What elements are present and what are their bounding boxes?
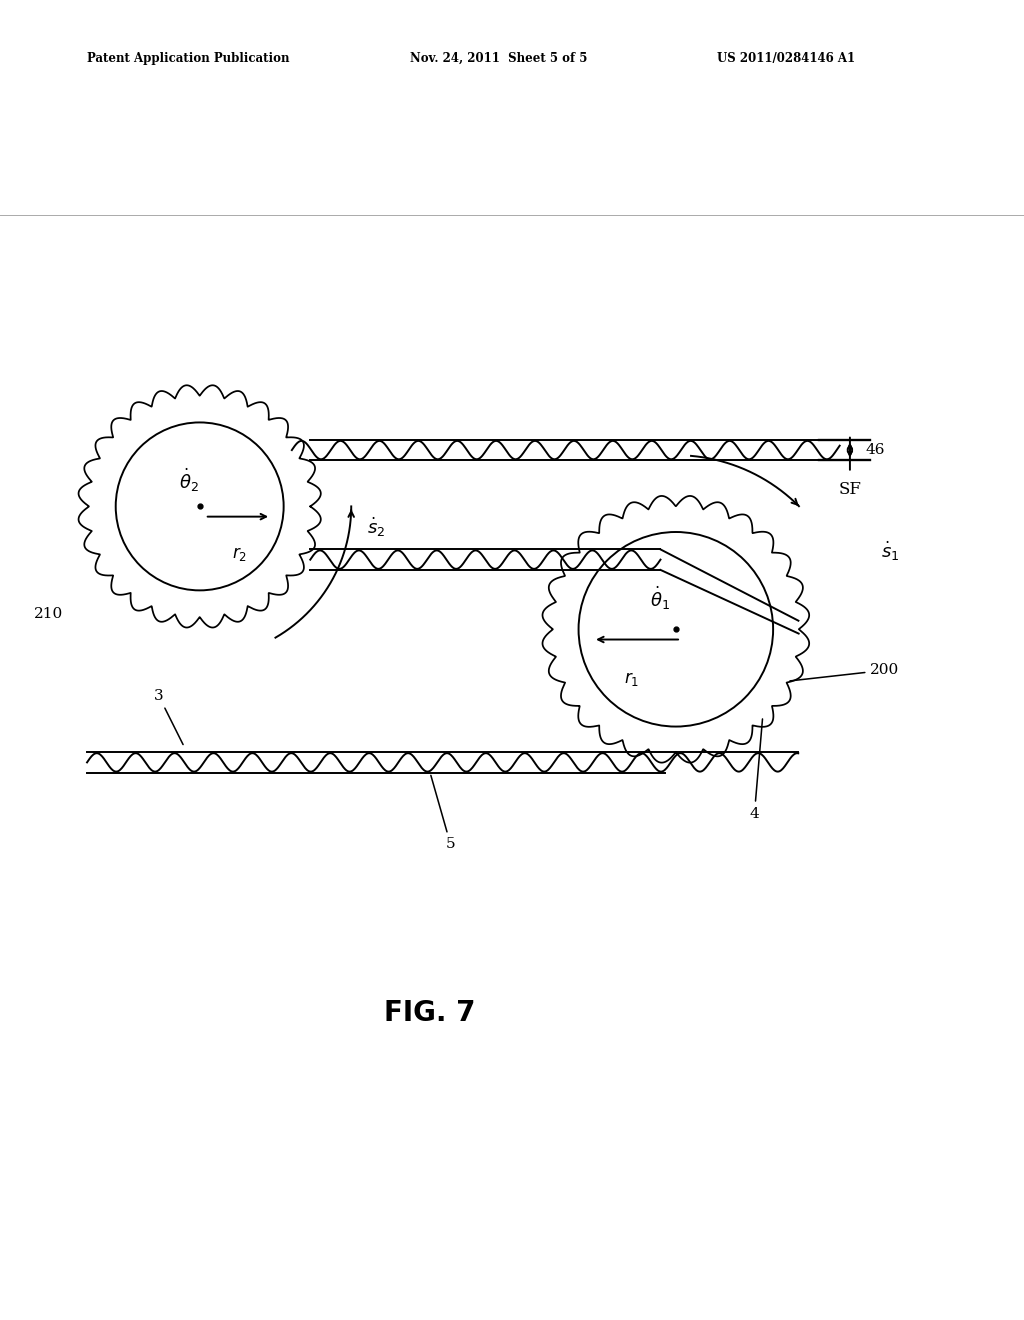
Text: $r_1$: $r_1$: [625, 671, 640, 688]
Text: Patent Application Publication: Patent Application Publication: [87, 51, 290, 65]
Text: Nov. 24, 2011  Sheet 5 of 5: Nov. 24, 2011 Sheet 5 of 5: [410, 51, 587, 65]
Text: 46: 46: [865, 444, 885, 457]
Text: FIG. 7: FIG. 7: [384, 999, 476, 1027]
Text: $\dot{s}_1$: $\dot{s}_1$: [881, 540, 899, 564]
Text: 200: 200: [790, 663, 900, 681]
Text: US 2011/0284146 A1: US 2011/0284146 A1: [717, 51, 855, 65]
Text: 5: 5: [431, 775, 456, 851]
Text: 4: 4: [750, 719, 763, 821]
Text: SF: SF: [839, 480, 861, 498]
Text: $r_2$: $r_2$: [232, 545, 248, 564]
Text: $\dot{s}_2$: $\dot{s}_2$: [367, 515, 385, 539]
Text: $\dot{\theta}_1$: $\dot{\theta}_1$: [650, 585, 671, 612]
Text: 210: 210: [34, 607, 62, 620]
Text: $\dot{\theta}_2$: $\dot{\theta}_2$: [179, 467, 200, 495]
Text: 3: 3: [154, 689, 183, 744]
